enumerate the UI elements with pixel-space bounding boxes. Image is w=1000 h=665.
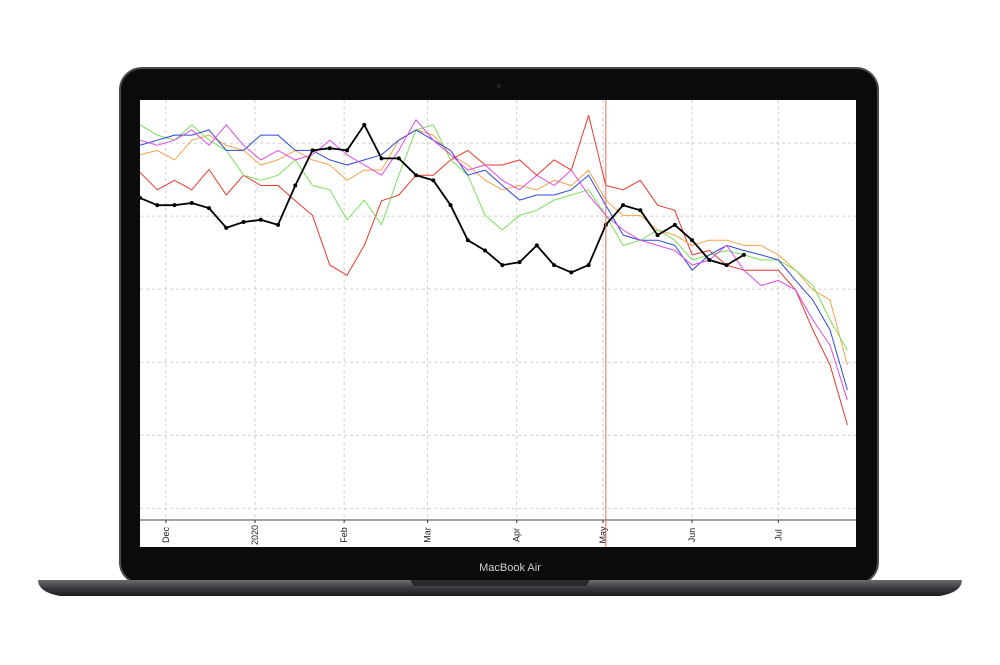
- series-line: [140, 124, 848, 351]
- data-point: [172, 203, 177, 208]
- data-point: [552, 263, 557, 268]
- data-point: [707, 257, 712, 262]
- data-point: [362, 122, 367, 127]
- data-point: [448, 203, 453, 208]
- hinge-notch: [410, 580, 590, 586]
- data-point: [207, 206, 212, 211]
- data-point: [672, 222, 677, 227]
- data-point: [414, 173, 419, 178]
- data-point: [638, 208, 643, 213]
- data-point: [155, 203, 160, 208]
- data-point: [345, 148, 350, 153]
- data-point: [379, 156, 384, 161]
- x-tick-label: Mar: [423, 527, 433, 543]
- x-tick-label: Jul: [773, 529, 783, 541]
- data-point: [517, 260, 522, 265]
- x-tick-label: Feb: [339, 527, 349, 543]
- data-point: [276, 222, 281, 227]
- data-point: [690, 238, 695, 243]
- laptop-base: [38, 580, 962, 596]
- data-point: [293, 183, 298, 188]
- device-label: MacBook Air: [479, 562, 541, 574]
- data-point: [431, 178, 436, 183]
- data-point: [258, 217, 263, 222]
- data-point: [189, 200, 194, 205]
- camera: [497, 84, 501, 88]
- data-point: [310, 148, 315, 153]
- data-point: [224, 225, 229, 230]
- x-tick-label: May: [598, 526, 608, 544]
- data-point: [500, 263, 505, 268]
- x-tick-label: Jun: [687, 528, 697, 543]
- data-point: [140, 195, 142, 200]
- data-point: [741, 252, 746, 257]
- data-point: [569, 270, 574, 275]
- series-line: [140, 123, 745, 274]
- series-line: [140, 119, 848, 401]
- series-line: [140, 129, 848, 391]
- data-point: [724, 263, 729, 268]
- x-tick-label: Dec: [161, 527, 171, 544]
- screen: [140, 100, 856, 547]
- series-line: [140, 114, 848, 426]
- chart: Dec 2020 Feb Mar Apr May Jun Jul: [140, 100, 856, 547]
- data-point: [465, 238, 470, 243]
- series-line: [140, 129, 848, 366]
- data-point: [483, 248, 488, 253]
- x-tick-label: 2020: [250, 525, 260, 545]
- plot-area: [140, 114, 848, 426]
- data-point: [534, 243, 539, 248]
- data-point: [396, 156, 401, 161]
- data-point: [655, 233, 660, 238]
- data-point: [586, 263, 591, 268]
- data-point: [241, 219, 246, 224]
- data-point: [327, 146, 332, 151]
- data-point: [621, 203, 626, 208]
- x-tick-label: Apr: [512, 528, 522, 542]
